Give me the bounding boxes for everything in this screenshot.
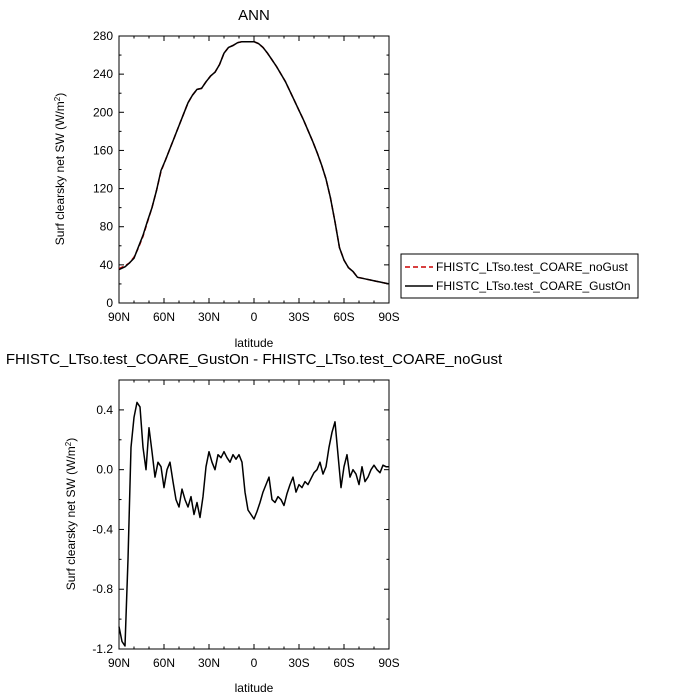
bottom-x-tick-label: 30N [198, 656, 220, 670]
top-axis-ticks: 90N 60N 30N 0 30S 60S 90S 0 40 80 120 160 200 240 280 [93, 29, 400, 324]
top-x-axis-label: latitude [235, 336, 274, 350]
bottom-y-tick-label: -0.8 [92, 582, 113, 596]
top-y-axis-label: Surf clearsky net SW (W/m2) [53, 93, 68, 245]
bottom-chart-title: FHISTC_LTso.test_COARE_GustOn - FHISTC_L… [6, 351, 503, 368]
bottom-x-axis-label: latitude [235, 681, 274, 695]
top-y-tick-label: 0 [106, 296, 113, 310]
top-series-lines [118, 40, 390, 285]
top-x-tick-label: 60S [333, 310, 354, 324]
top-chart-title: ANN [238, 7, 270, 24]
top-y-tick-label: 240 [93, 67, 113, 81]
top-y-tick-label: 80 [100, 220, 114, 234]
top-series-line-0 [118, 40, 390, 285]
top-x-tick-label: 60N [153, 310, 175, 324]
bottom-x-tick-label: 0 [251, 656, 258, 670]
bottom-y-axis-label: Surf clearsky net SW (W/m2) [64, 438, 79, 590]
top-y-tick-label: 280 [93, 29, 113, 43]
top-x-tick-label: 90N [108, 310, 130, 324]
legend-label-nogust: FHISTC_LTso.test_COARE_noGust [436, 260, 629, 274]
bottom-y-tick-label: 0.4 [96, 403, 113, 417]
bottom-x-tick-label: 30S [288, 656, 309, 670]
top-x-tick-label: 90S [378, 310, 399, 324]
legend: FHISTC_LTso.test_COARE_noGust FHISTC_LTs… [400, 253, 639, 299]
top-plot-frame [118, 35, 390, 304]
bottom-series-line-0 [118, 401, 389, 647]
top-y-tick-label: 160 [93, 143, 113, 157]
bottom-y-tick-label: 0.0 [96, 463, 113, 477]
bottom-x-tick-label: 90S [378, 656, 399, 670]
bottom-axis-ticks: 90N 60N 30N 0 30S 60S 90S -1.2 -0.8 -0.4 0.0 0.4 [92, 380, 400, 670]
bottom-x-tick-label: 60N [153, 656, 175, 670]
top-panel: ANN 90N 60N 30N 0 30S 60S 90S 0 40 80 120 160 200 240… [53, 7, 400, 350]
top-x-tick-label: 30N [198, 310, 220, 324]
bottom-plot-frame [118, 379, 390, 650]
bottom-series-lines [118, 401, 389, 647]
top-series-line-1 [118, 40, 390, 285]
top-x-tick-label: 0 [251, 310, 258, 324]
legend-box [400, 253, 639, 299]
top-y-tick-label: 200 [93, 105, 113, 119]
top-x-tick-label: 30S [288, 310, 309, 324]
bottom-x-tick-label: 60S [333, 656, 354, 670]
top-y-tick-label: 120 [93, 182, 113, 196]
legend-label-guston: FHISTC_LTso.test_COARE_GustOn [436, 279, 631, 293]
bottom-x-tick-label: 90N [108, 656, 130, 670]
bottom-panel: FHISTC_LTso.test_COARE_GustOn - FHISTC_L… [6, 351, 503, 695]
bottom-y-tick-label: -0.4 [92, 522, 113, 536]
top-y-tick-label: 40 [100, 258, 114, 272]
bottom-y-tick-label: -1.2 [92, 642, 113, 656]
